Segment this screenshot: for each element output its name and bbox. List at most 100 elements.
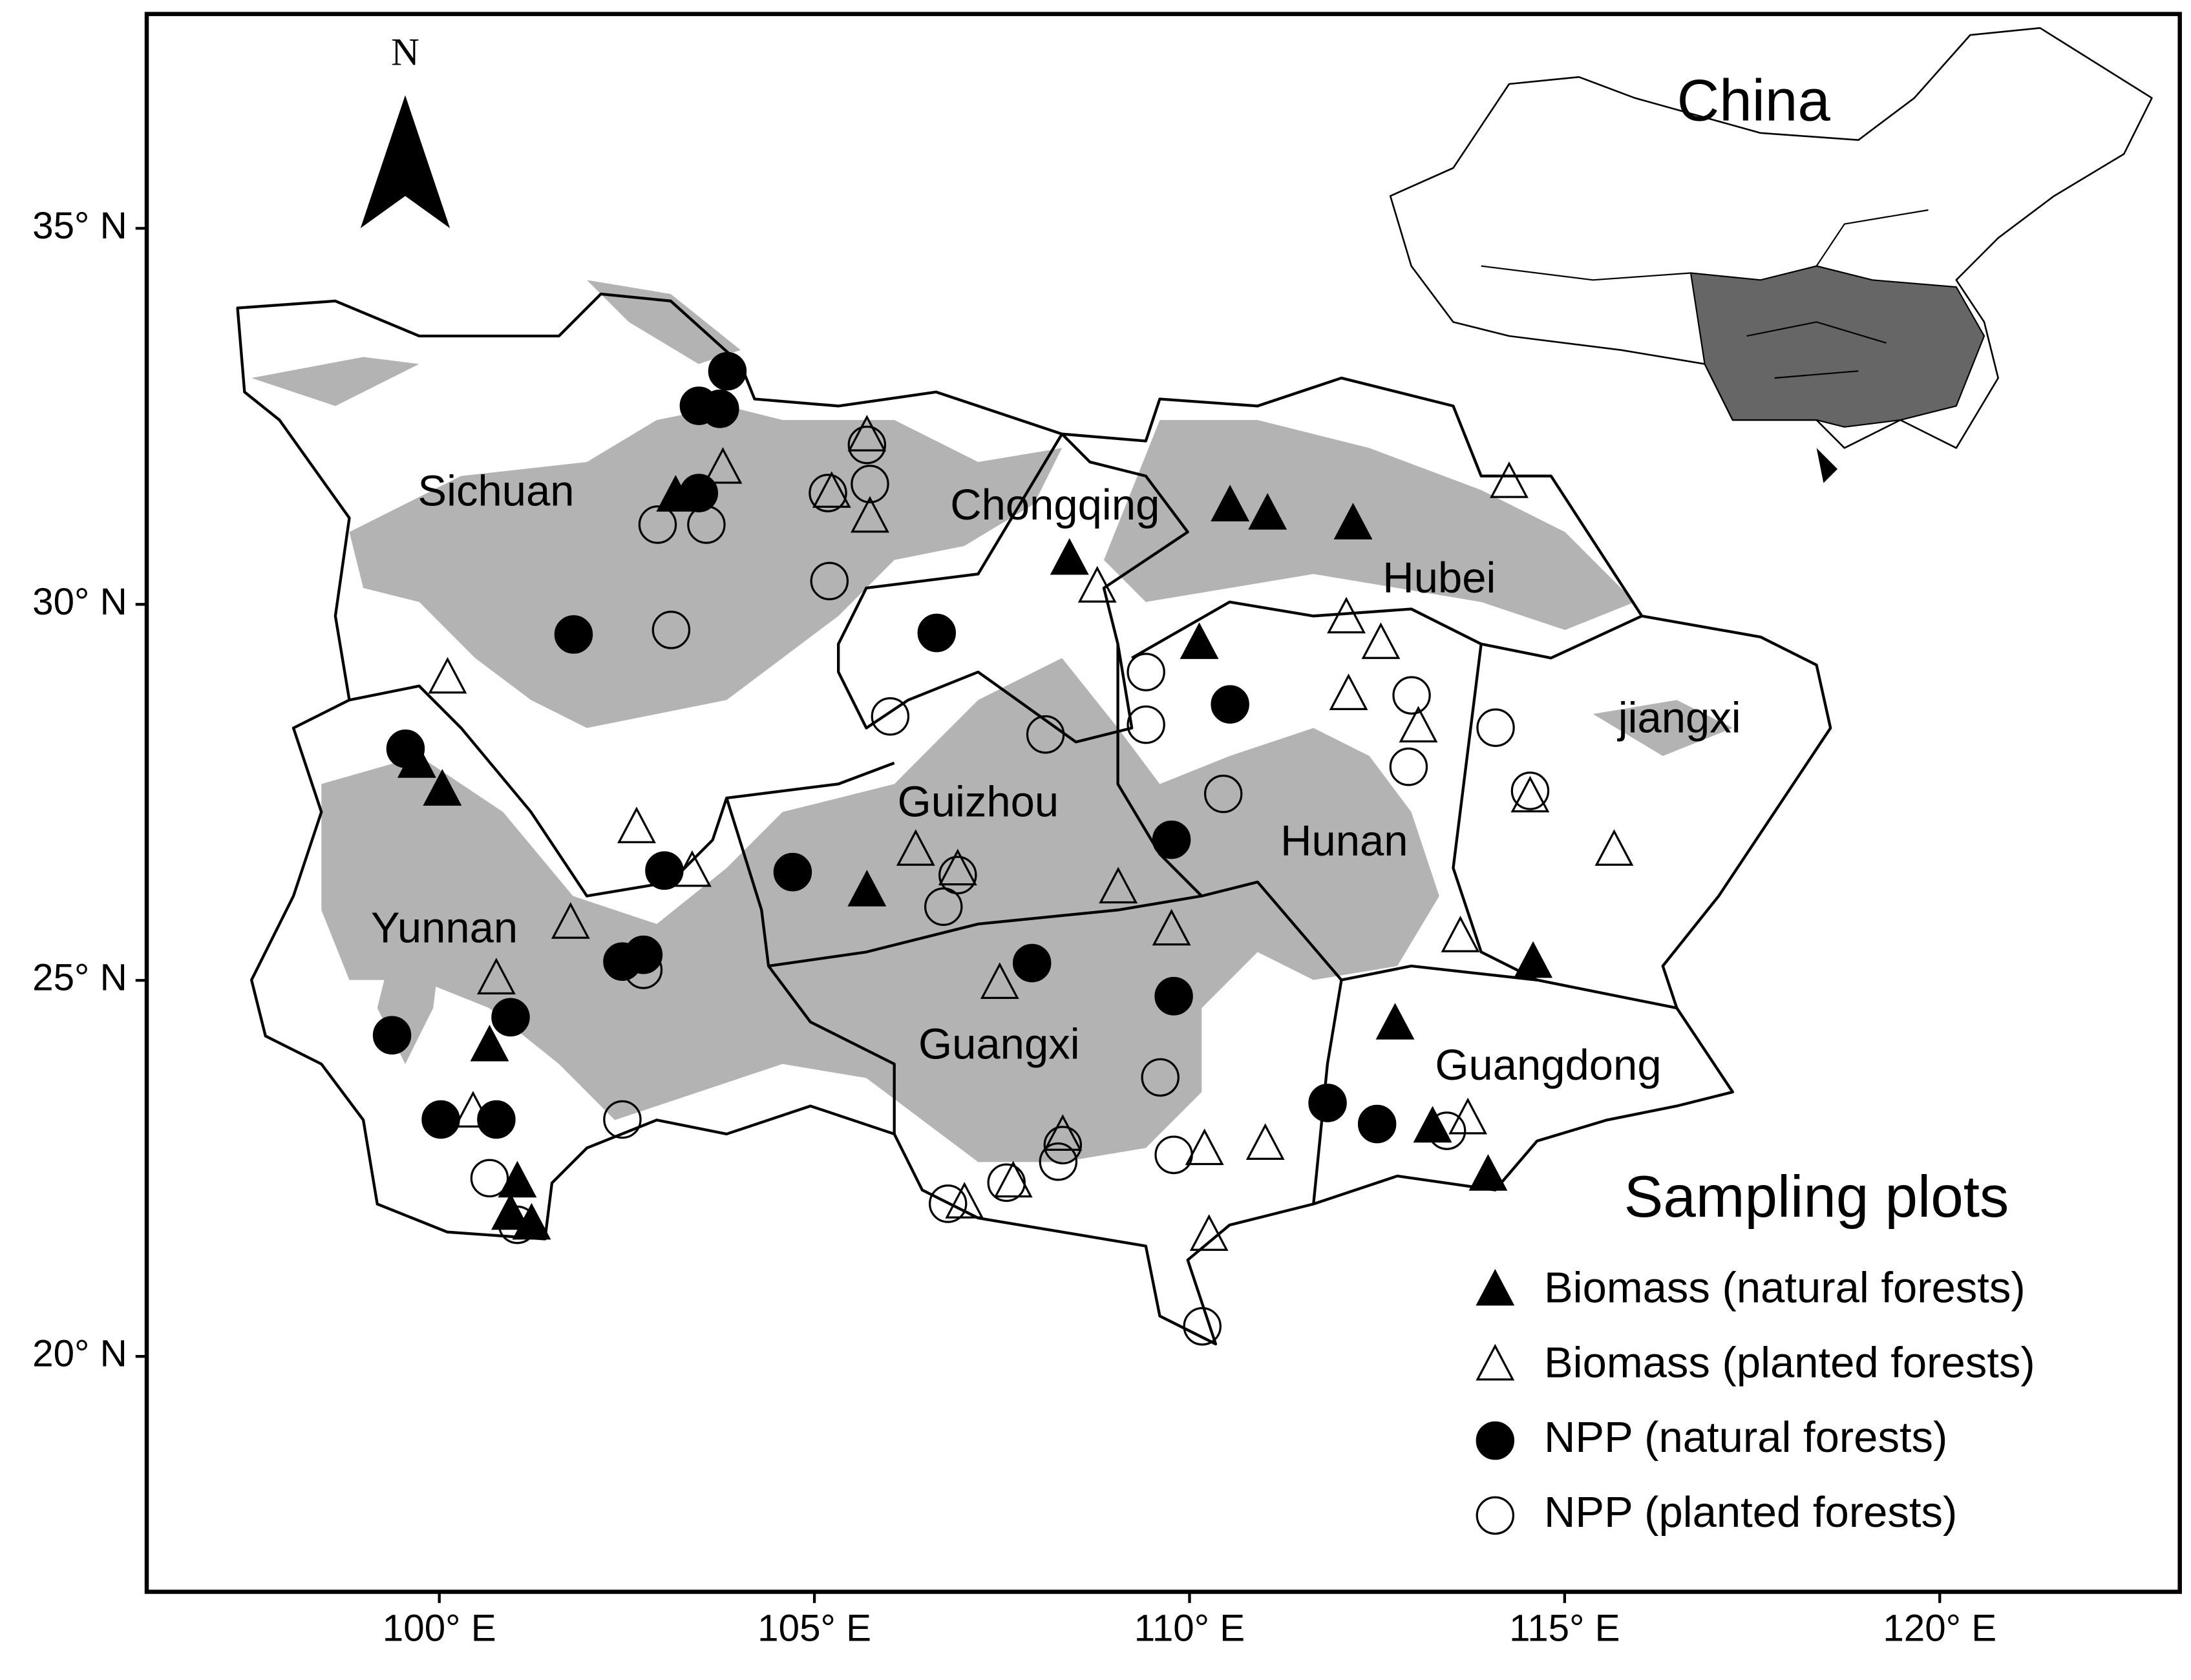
x-tick-label: 110° E: [1134, 1608, 1245, 1650]
sampling-plot: [1154, 1135, 1193, 1175]
x-tick-label: 100° E: [383, 1608, 496, 1650]
sampling-plot: [386, 729, 425, 768]
sampling-plot: [421, 1100, 460, 1139]
sampling-plot: [1361, 622, 1401, 659]
sampling-plot: [1043, 1126, 1083, 1164]
forest-area: [377, 840, 447, 1064]
sampling-plot: [1189, 1214, 1229, 1251]
sampling-plot: [491, 998, 530, 1037]
sampling-plot: [917, 613, 957, 653]
sampling-plot: [1154, 976, 1193, 1016]
sampling-plot: [993, 1160, 1033, 1198]
region-label: Chongqing: [950, 481, 1159, 529]
sampling-plot: [1026, 715, 1065, 754]
sampling-plot: [428, 656, 467, 694]
legend-title: Sampling plots: [1624, 1164, 2009, 1230]
sampling-plot: [1050, 538, 1089, 575]
sampling-plot: [1427, 1111, 1466, 1150]
sampling-plot: [1510, 772, 1550, 810]
forest-area: [1593, 700, 1733, 756]
y-tick-label: 30° N: [32, 581, 127, 623]
north-arrow: [360, 95, 450, 229]
province-border: [768, 880, 1343, 982]
sampling-plot: [871, 697, 910, 736]
forest-area: [587, 280, 741, 364]
legend-label: Biomass (natural forests): [1544, 1263, 2026, 1312]
forest-area: [251, 357, 419, 406]
sampling-plot: [1039, 1142, 1078, 1181]
province-border: [1116, 644, 1203, 898]
sampling-plot: [812, 471, 851, 508]
sampling-plot: [470, 1024, 509, 1062]
sampling-plot: [423, 769, 462, 806]
sampling-plot: [679, 474, 719, 512]
sampling-plot: [924, 887, 963, 926]
y-tick-label: 25° N: [32, 957, 127, 999]
sampling-plot: [1357, 1104, 1397, 1144]
sampling-plot: [1141, 1058, 1180, 1097]
sampling-plot: [624, 950, 663, 989]
y-tick-label: 20° N: [32, 1333, 127, 1375]
china-outline: [1389, 27, 2153, 449]
sampling-plot: [603, 1100, 642, 1139]
legend-symbol: [1476, 1496, 1515, 1535]
sampling-plot: [810, 562, 849, 601]
sampling-plot: [491, 1193, 530, 1230]
sampling-plot: [708, 352, 747, 391]
sampling-plot: [372, 1016, 412, 1055]
sampling-plot: [847, 870, 887, 907]
sampling-plot: [1077, 565, 1117, 603]
sampling-plot: [1152, 908, 1191, 946]
sampling-plot: [1127, 705, 1165, 744]
inset-map: [1389, 27, 2153, 483]
sampling-plot: [470, 1159, 509, 1198]
sampling-plot: [1308, 1084, 1347, 1122]
region-label: Guangdong: [1435, 1041, 1661, 1089]
sampling-plot: [847, 414, 887, 452]
sampling-plot: [687, 505, 726, 544]
sampling-plot: [1043, 1114, 1083, 1151]
sampling-plot: [1185, 1128, 1224, 1166]
legend-symbol: [1476, 1268, 1515, 1306]
region-label: Hunan: [1280, 817, 1408, 865]
inset-border: [1481, 209, 1929, 379]
forest-area: [321, 658, 1439, 1162]
sampling-plot: [1490, 461, 1529, 498]
region-label: Guizhou: [898, 778, 1059, 826]
sampling-plot: [980, 962, 1019, 999]
region-label: Sichuan: [418, 467, 574, 516]
sampling-plot: [1594, 829, 1634, 866]
sampling-plot: [1211, 485, 1250, 521]
sampling-plot: [498, 1205, 537, 1244]
legend: Biomass (natural forests) Biomass (plante…: [1476, 1263, 2035, 1537]
legend-label: NPP (natural forests): [1544, 1413, 1947, 1462]
sampling-plot: [1468, 1154, 1508, 1191]
sampling-plot: [1245, 1123, 1285, 1160]
sampling-plot: [1510, 775, 1550, 813]
region-label: Hubei: [1382, 554, 1496, 602]
sampling-plot: [1476, 708, 1515, 747]
sampling-plot: [1389, 747, 1428, 786]
sampling-plot: [477, 1100, 516, 1139]
province-border: [1452, 644, 1538, 982]
study-area: [1689, 265, 1985, 428]
sampling-plot: [847, 425, 887, 465]
region-outline: [236, 292, 1832, 1346]
sampling-plot: [1180, 622, 1219, 659]
sampling-plot: [1333, 503, 1373, 540]
x-tick-label: 105° E: [757, 1608, 871, 1650]
sampling-plot: [1099, 866, 1138, 904]
sampling-plot: [809, 474, 847, 512]
sampling-plots: [372, 352, 1634, 1346]
sampling-plot: [1012, 943, 1052, 983]
province-border: [837, 432, 1189, 744]
sampling-plot: [512, 1202, 551, 1240]
sampling-plot: [1399, 706, 1438, 743]
sampling-plot: [551, 902, 590, 939]
sampling-plot: [1211, 685, 1249, 724]
sampling-plot: [945, 1182, 984, 1219]
sampling-plot: [703, 447, 743, 484]
sampling-plot: [1152, 820, 1191, 859]
